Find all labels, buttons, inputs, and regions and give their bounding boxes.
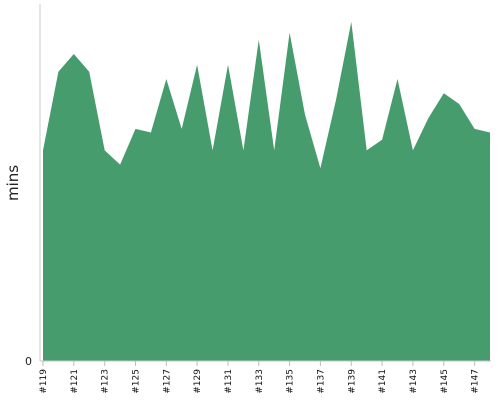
x-tick-label: #125 (132, 369, 142, 394)
x-tick-label: #133 (255, 369, 265, 394)
x-tick-label: #143 (409, 369, 419, 394)
x-tick-label: #121 (70, 369, 80, 394)
x-tick-label: #123 (101, 369, 111, 394)
x-tick-label: #127 (162, 369, 172, 394)
x-tick-label: #137 (316, 369, 326, 394)
x-tick-label: #129 (193, 369, 203, 394)
x-tick-label: #119 (39, 369, 49, 394)
area-series (43, 21, 490, 362)
plot-area (42, 21, 491, 362)
x-tick-label: #145 (440, 369, 450, 394)
y-axis-title: mins (4, 165, 22, 201)
x-tick-label: #141 (378, 369, 388, 394)
y-tick-label: 0 (25, 355, 32, 368)
x-tick-label: #139 (347, 369, 357, 394)
x-tick-label: #147 (471, 369, 481, 394)
x-tick-label: #131 (224, 369, 234, 394)
axes: #119 #121 #123 #125 #127 #129 #131 #133 #135 #137… (25, 4, 491, 394)
x-tick-label: #135 (286, 369, 296, 394)
